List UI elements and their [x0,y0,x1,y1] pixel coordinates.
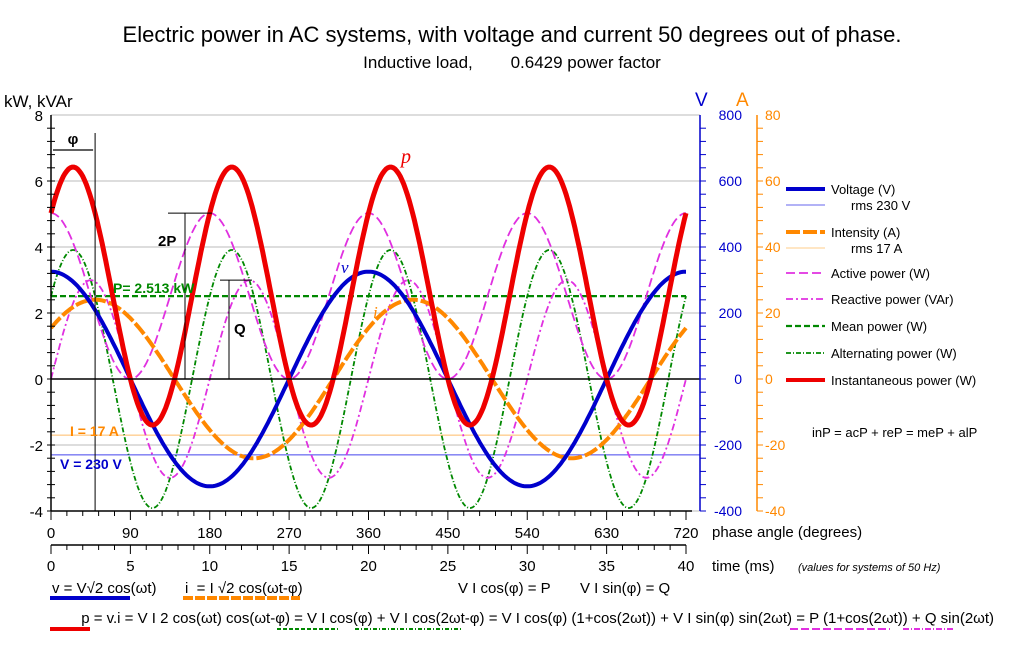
time-tick-label: 20 [360,558,377,575]
q-label: Q [234,321,246,338]
two-p-label: 2P [158,233,176,250]
a-tick-label: 40 [765,239,781,255]
formula-p: V I cos(φ) = P [458,580,551,597]
x-axis-label: phase angle (degrees) [712,524,862,541]
y-tick-label: 8 [35,108,43,125]
series-intensity-line [49,297,688,461]
legend-rms-label: rms 230 V [851,198,911,213]
v-tick-label: 0 [734,371,742,387]
v-tick-label: 400 [719,239,743,255]
x-tick-label: 90 [122,525,139,542]
chart-title: Electric power in AC systems, with volta… [123,22,902,47]
formula-part: V I cos(φ) [307,610,373,627]
current-rms-label: I = 17 A [70,423,119,439]
formula-part: + [908,610,925,627]
x-tick-label: 630 [594,525,619,542]
legend-label: Intensity (A) [831,225,900,240]
time-tick-label: 40 [678,558,695,575]
series-voltage-line [51,269,686,489]
v-tick-label: 200 [719,305,743,321]
y-tick-label: 2 [35,306,43,323]
y-axis-label-a: A [736,90,749,111]
v-curve-label: v [341,258,349,277]
x-tick-label: 0 [47,525,55,542]
a-tick-label: 20 [765,305,781,321]
time-tick-label: 5 [126,558,134,575]
x-tick-label: 360 [356,525,381,542]
legend-rms-label: rms 17 A [851,241,903,256]
x-tick-label: 450 [435,525,460,542]
voltage-rms-label: V = 230 V [60,456,123,472]
time-tick-label: 30 [519,558,536,575]
formula-part: P (1+cos(2ωt)) [809,610,908,627]
formula-part: Q sin(2ωt) [925,610,994,627]
formula-instantaneous-power: p = v.i = V I 2 cos(ωt) cos(ωt-φ) = V I … [52,610,1015,627]
y-tick-label: 6 [35,174,43,191]
time-tick-label: 0 [47,558,55,575]
phi-label: φ [68,131,79,148]
legend-label: Voltage (V) [831,182,895,197]
time-tick-label: 25 [440,558,457,575]
formula-part: V I cos(2ωt-φ) [390,610,485,627]
legend-label: Alternating power (W) [831,346,957,361]
v-tick-label: -400 [714,503,742,519]
series-alternating-line [50,249,687,509]
y-axis-label-v: V [695,90,708,111]
time-tick-label: 15 [281,558,298,575]
formula-i: i = I √2 cos(ωt-φ) [185,580,303,597]
v-tick-label: 800 [719,107,743,123]
a-tick-label: 80 [765,107,781,123]
i-curve-label: i [373,303,378,322]
a-tick-label: 0 [765,371,773,387]
y-tick-label: 4 [35,240,43,257]
x-tick-label: 270 [277,525,302,542]
a-tick-label: 60 [765,173,781,189]
power-identity: inP = acP + reP = meP + alP [812,425,977,440]
y-tick-label: -2 [30,438,43,455]
formula-v: v = V√2 cos(ωt) [52,580,157,597]
v-tick-label: -200 [714,437,742,453]
y-tick-label: 0 [35,372,43,389]
a-tick-label: -20 [765,437,785,453]
x-tick-label: 180 [197,525,222,542]
legend-label: Instantaneous power (W) [831,373,976,388]
x-tick-label: 720 [673,525,698,542]
formula-part: = V I 2 cos(ωt) cos(ωt-φ) = [121,610,308,627]
legend-label: Reactive power (VAr) [831,292,954,307]
x-tick-label: 540 [515,525,540,542]
p-curve-label: p [399,146,411,168]
chart-subtitle: Inductive load, 0.6429 power factor [363,53,661,72]
formula-part: p = v.i [81,610,120,627]
legend-label: Mean power (W) [831,319,927,334]
formula-q: V I sin(φ) = Q [580,580,670,597]
a-tick-label: -40 [765,503,785,519]
legend-label: Active power (W) [831,266,930,281]
v-tick-label: 600 [719,173,743,189]
y-tick-label: -4 [30,504,43,521]
formula-part: = V I cos(φ) (1+cos(2ωt)) + V I sin(φ) s… [485,610,810,627]
time-axis-note: (values for systems of 50 Hz) [798,562,941,574]
y-axis-label-left: kW, kVAr [4,92,73,111]
time-axis-label: time (ms) [712,558,775,575]
mean-power-label: P= 2.513 kW [113,280,195,296]
time-tick-label: 35 [598,558,615,575]
formula-part: + [373,610,390,627]
time-tick-label: 10 [201,558,218,575]
series-instantaneous-line [48,164,689,428]
